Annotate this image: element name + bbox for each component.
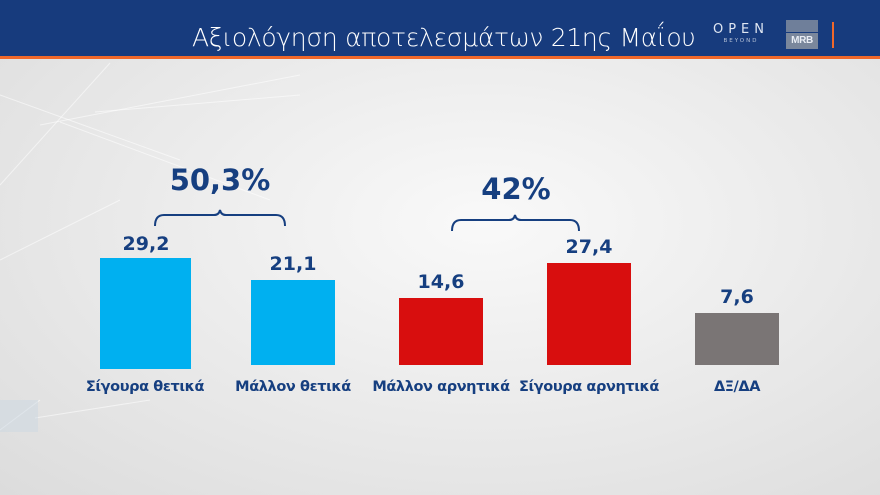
category-label: Μάλλον αρνητικά — [372, 379, 510, 395]
brace-negative — [451, 214, 580, 232]
group-total-positive: 50,3% — [169, 163, 271, 197]
mrb-logo-text: MRB — [786, 33, 818, 49]
header-accent-stripe — [0, 56, 880, 59]
header-bar — [0, 0, 880, 56]
open-beyond-logo: OPEN BEYOND — [710, 22, 772, 50]
logo-divider — [832, 22, 834, 48]
category-label: ΔΞ/ΔΑ — [713, 379, 761, 395]
value-label: 7,6 — [720, 286, 754, 308]
bar-sigoura-thetika — [100, 258, 191, 369]
mrb-logo: MRB — [786, 20, 818, 49]
bar-sigoura-arnitika — [547, 263, 631, 365]
category-label: Μάλλον θετικά — [235, 379, 351, 395]
category-label: Σίγουρα αρνητικά — [519, 379, 659, 395]
value-label: 29,2 — [122, 233, 170, 255]
logo-open-subtext: BEYOND — [723, 38, 759, 44]
group-total-negative: 42% — [481, 172, 551, 206]
mrb-logo-top-block — [786, 20, 818, 32]
logo-open-text: OPEN — [712, 22, 769, 37]
bar-dx-da — [695, 313, 779, 365]
value-label: 27,4 — [565, 236, 613, 258]
value-label: 21,1 — [269, 253, 317, 275]
value-label: 14,6 — [417, 271, 465, 293]
bar-mallon-arnitika — [399, 298, 483, 365]
category-label: Σίγουρα θετικά — [85, 379, 205, 395]
page-title: Αξιολόγηση αποτελεσμάτων 21ης Μαΐου — [192, 23, 696, 52]
brace-positive — [154, 209, 286, 227]
bar-mallon-thetika — [251, 280, 335, 365]
